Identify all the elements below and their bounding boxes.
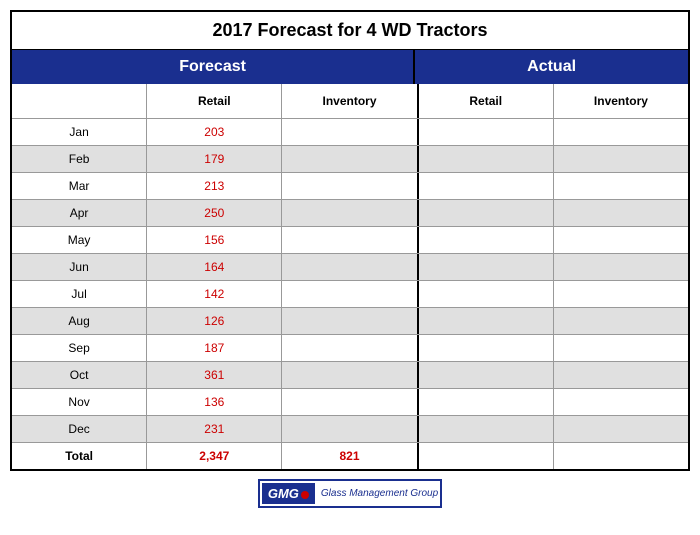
table-row: Dec231 <box>12 416 688 443</box>
table-row: Feb179 <box>12 146 688 173</box>
actual-retail-cell <box>419 308 554 334</box>
actual-retail-cell <box>419 416 554 442</box>
actual-retail-header: Retail <box>419 84 554 118</box>
actual-inventory-cell <box>554 227 688 253</box>
month-cell: Sep <box>12 335 147 361</box>
table-row: May156 <box>12 227 688 254</box>
month-cell: Oct <box>12 362 147 388</box>
actual-inventory-cell <box>554 119 688 145</box>
month-cell: Mar <box>12 173 147 199</box>
month-cell: Feb <box>12 146 147 172</box>
logo-full-name: Glass Management Group <box>321 488 438 499</box>
forecast-retail-cell: 164 <box>147 254 282 280</box>
forecast-inventory-cell <box>282 281 418 307</box>
actual-inventory-cell <box>554 146 688 172</box>
actual-inventory-cell <box>554 362 688 388</box>
table-row: Sep187 <box>12 335 688 362</box>
actual-retail-cell <box>419 335 554 361</box>
month-cell: May <box>12 227 147 253</box>
total-actual-inventory <box>554 443 688 469</box>
forecast-inventory-header: Inventory <box>282 84 418 118</box>
month-cell: Aug <box>12 308 147 334</box>
forecast-inventory-cell <box>282 200 418 226</box>
month-cell: Jan <box>12 119 147 145</box>
forecast-retail-cell: 126 <box>147 308 282 334</box>
table-row: Oct361 <box>12 362 688 389</box>
forecast-inventory-cell <box>282 416 418 442</box>
total-label: Total <box>12 443 147 469</box>
table-row: Apr250 <box>12 200 688 227</box>
logo-abbr: GMG <box>262 483 315 504</box>
actual-retail-cell <box>419 389 554 415</box>
actual-retail-cell <box>419 119 554 145</box>
forecast-retail-cell: 142 <box>147 281 282 307</box>
forecast-inventory-cell <box>282 173 418 199</box>
table-row: Mar213 <box>12 173 688 200</box>
forecast-retail-header: Retail <box>147 84 282 118</box>
actual-inventory-cell <box>554 308 688 334</box>
month-cell: Dec <box>12 416 147 442</box>
month-cell: Apr <box>12 200 147 226</box>
forecast-retail-cell: 361 <box>147 362 282 388</box>
table-row: Jan203 <box>12 119 688 146</box>
actual-inventory-cell <box>554 173 688 199</box>
total-inventory: 821 <box>282 443 418 469</box>
total-actual-retail <box>419 443 554 469</box>
month-cell: Jul <box>12 281 147 307</box>
forecast-retail-cell: 250 <box>147 200 282 226</box>
forecast-retail-cell: 136 <box>147 389 282 415</box>
total-row: Total 2,347 821 <box>12 443 688 469</box>
month-cell: Nov <box>12 389 147 415</box>
forecast-inventory-cell <box>282 362 418 388</box>
forecast-inventory-cell <box>282 389 418 415</box>
data-rows-container: Jan203Feb179Mar213Apr250May156Jun164Jul1… <box>12 119 688 443</box>
actual-retail-cell <box>419 254 554 280</box>
actual-retail-cell <box>419 281 554 307</box>
actual-retail-cell <box>419 362 554 388</box>
forecast-inventory-cell <box>282 335 418 361</box>
actual-inventory-cell <box>554 254 688 280</box>
logo-ball-icon <box>301 491 309 499</box>
actual-retail-cell <box>419 227 554 253</box>
forecast-section-header: Forecast <box>12 50 415 84</box>
forecast-retail-cell: 231 <box>147 416 282 442</box>
actual-inventory-cell <box>554 335 688 361</box>
table-title: 2017 Forecast for 4 WD Tractors <box>12 12 688 50</box>
forecast-inventory-cell <box>282 227 418 253</box>
table-row: Nov136 <box>12 389 688 416</box>
actual-inventory-cell <box>554 200 688 226</box>
table-row: Jun164 <box>12 254 688 281</box>
month-cell: Jun <box>12 254 147 280</box>
forecast-retail-cell: 156 <box>147 227 282 253</box>
forecast-inventory-cell <box>282 254 418 280</box>
actual-retail-cell <box>419 200 554 226</box>
logo-container: GMG Glass Management Group <box>10 479 690 508</box>
actual-inventory-cell <box>554 389 688 415</box>
company-logo: GMG Glass Management Group <box>258 479 442 508</box>
forecast-retail-cell: 203 <box>147 119 282 145</box>
actual-inventory-cell <box>554 281 688 307</box>
forecast-inventory-cell <box>282 308 418 334</box>
section-header-row: Forecast Actual <box>12 50 688 84</box>
forecast-inventory-cell <box>282 146 418 172</box>
forecast-inventory-cell <box>282 119 418 145</box>
table-row: Aug126 <box>12 308 688 335</box>
actual-inventory-header: Inventory <box>554 84 688 118</box>
table-row: Jul142 <box>12 281 688 308</box>
forecast-table: 2017 Forecast for 4 WD Tractors Forecast… <box>10 10 690 471</box>
forecast-retail-cell: 213 <box>147 173 282 199</box>
actual-section-header: Actual <box>415 50 688 84</box>
actual-retail-cell <box>419 146 554 172</box>
actual-retail-cell <box>419 173 554 199</box>
month-column-header <box>12 84 147 118</box>
forecast-retail-cell: 187 <box>147 335 282 361</box>
forecast-retail-cell: 179 <box>147 146 282 172</box>
total-retail: 2,347 <box>147 443 282 469</box>
column-header-row: Retail Inventory Retail Inventory <box>12 84 688 119</box>
actual-inventory-cell <box>554 416 688 442</box>
